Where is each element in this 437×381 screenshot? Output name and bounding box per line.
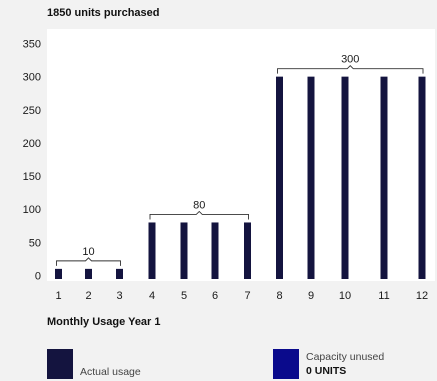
plot-background <box>47 29 435 281</box>
bar <box>148 222 156 279</box>
bar <box>307 76 315 280</box>
bar <box>380 76 388 280</box>
annotation-label: 10 <box>82 246 94 258</box>
bar <box>211 222 219 279</box>
annotation-label: 80 <box>193 199 205 211</box>
bar <box>55 268 62 279</box>
annotation-bracket <box>277 65 424 74</box>
annotation-bracket <box>149 210 249 220</box>
annotation-label: 300 <box>341 54 359 66</box>
x-tick-label: 4 <box>149 290 155 302</box>
x-tick-label: 6 <box>212 290 218 302</box>
annotations: 10 80 300 <box>56 54 424 266</box>
bars <box>55 76 426 280</box>
x-tick-label: 11 <box>378 290 389 302</box>
bar <box>244 222 251 279</box>
x-axis: 1 2 3 4 5 6 7 8 9 10 11 12 <box>55 290 428 302</box>
y-tick-label: 300 <box>23 72 41 84</box>
chart-title: Monthly Usage Year 1 <box>47 316 161 328</box>
legend-capacity-swatch <box>273 349 299 379</box>
x-tick-label: 12 <box>416 290 428 302</box>
legend-capacity-label: Capacity unused <box>306 351 385 363</box>
y-tick-label: 150 <box>23 171 41 183</box>
x-tick-label: 5 <box>181 290 187 302</box>
chart-header-title: 1850 units purchased <box>47 7 160 19</box>
bar <box>276 76 283 280</box>
y-tick-label: 200 <box>23 138 41 150</box>
annotation-bracket <box>56 257 121 266</box>
y-axis: 0 50 100 150 200 250 300 350 <box>23 39 41 283</box>
y-tick-label: 250 <box>23 105 41 117</box>
bar <box>85 268 92 279</box>
bar <box>341 76 349 280</box>
legend-actual-label: Actual usage <box>80 366 141 378</box>
x-tick-label: 9 <box>308 290 314 302</box>
x-tick-label: 2 <box>85 290 91 302</box>
y-tick-label: 0 <box>35 271 41 283</box>
x-tick-label: 1 <box>55 290 61 302</box>
bar <box>180 222 188 279</box>
x-tick-label: 10 <box>339 290 351 302</box>
legend-actual-swatch <box>47 349 73 379</box>
y-tick-label: 50 <box>29 237 41 249</box>
x-tick-label: 3 <box>116 290 122 302</box>
legend-capacity-value: 0 UNITS <box>306 365 347 377</box>
x-tick-label: 7 <box>244 290 250 302</box>
y-tick-label: 350 <box>23 39 41 51</box>
x-tick-label: 8 <box>276 290 282 302</box>
y-tick-label: 100 <box>23 204 41 216</box>
bar <box>116 268 123 279</box>
bar <box>418 76 426 280</box>
